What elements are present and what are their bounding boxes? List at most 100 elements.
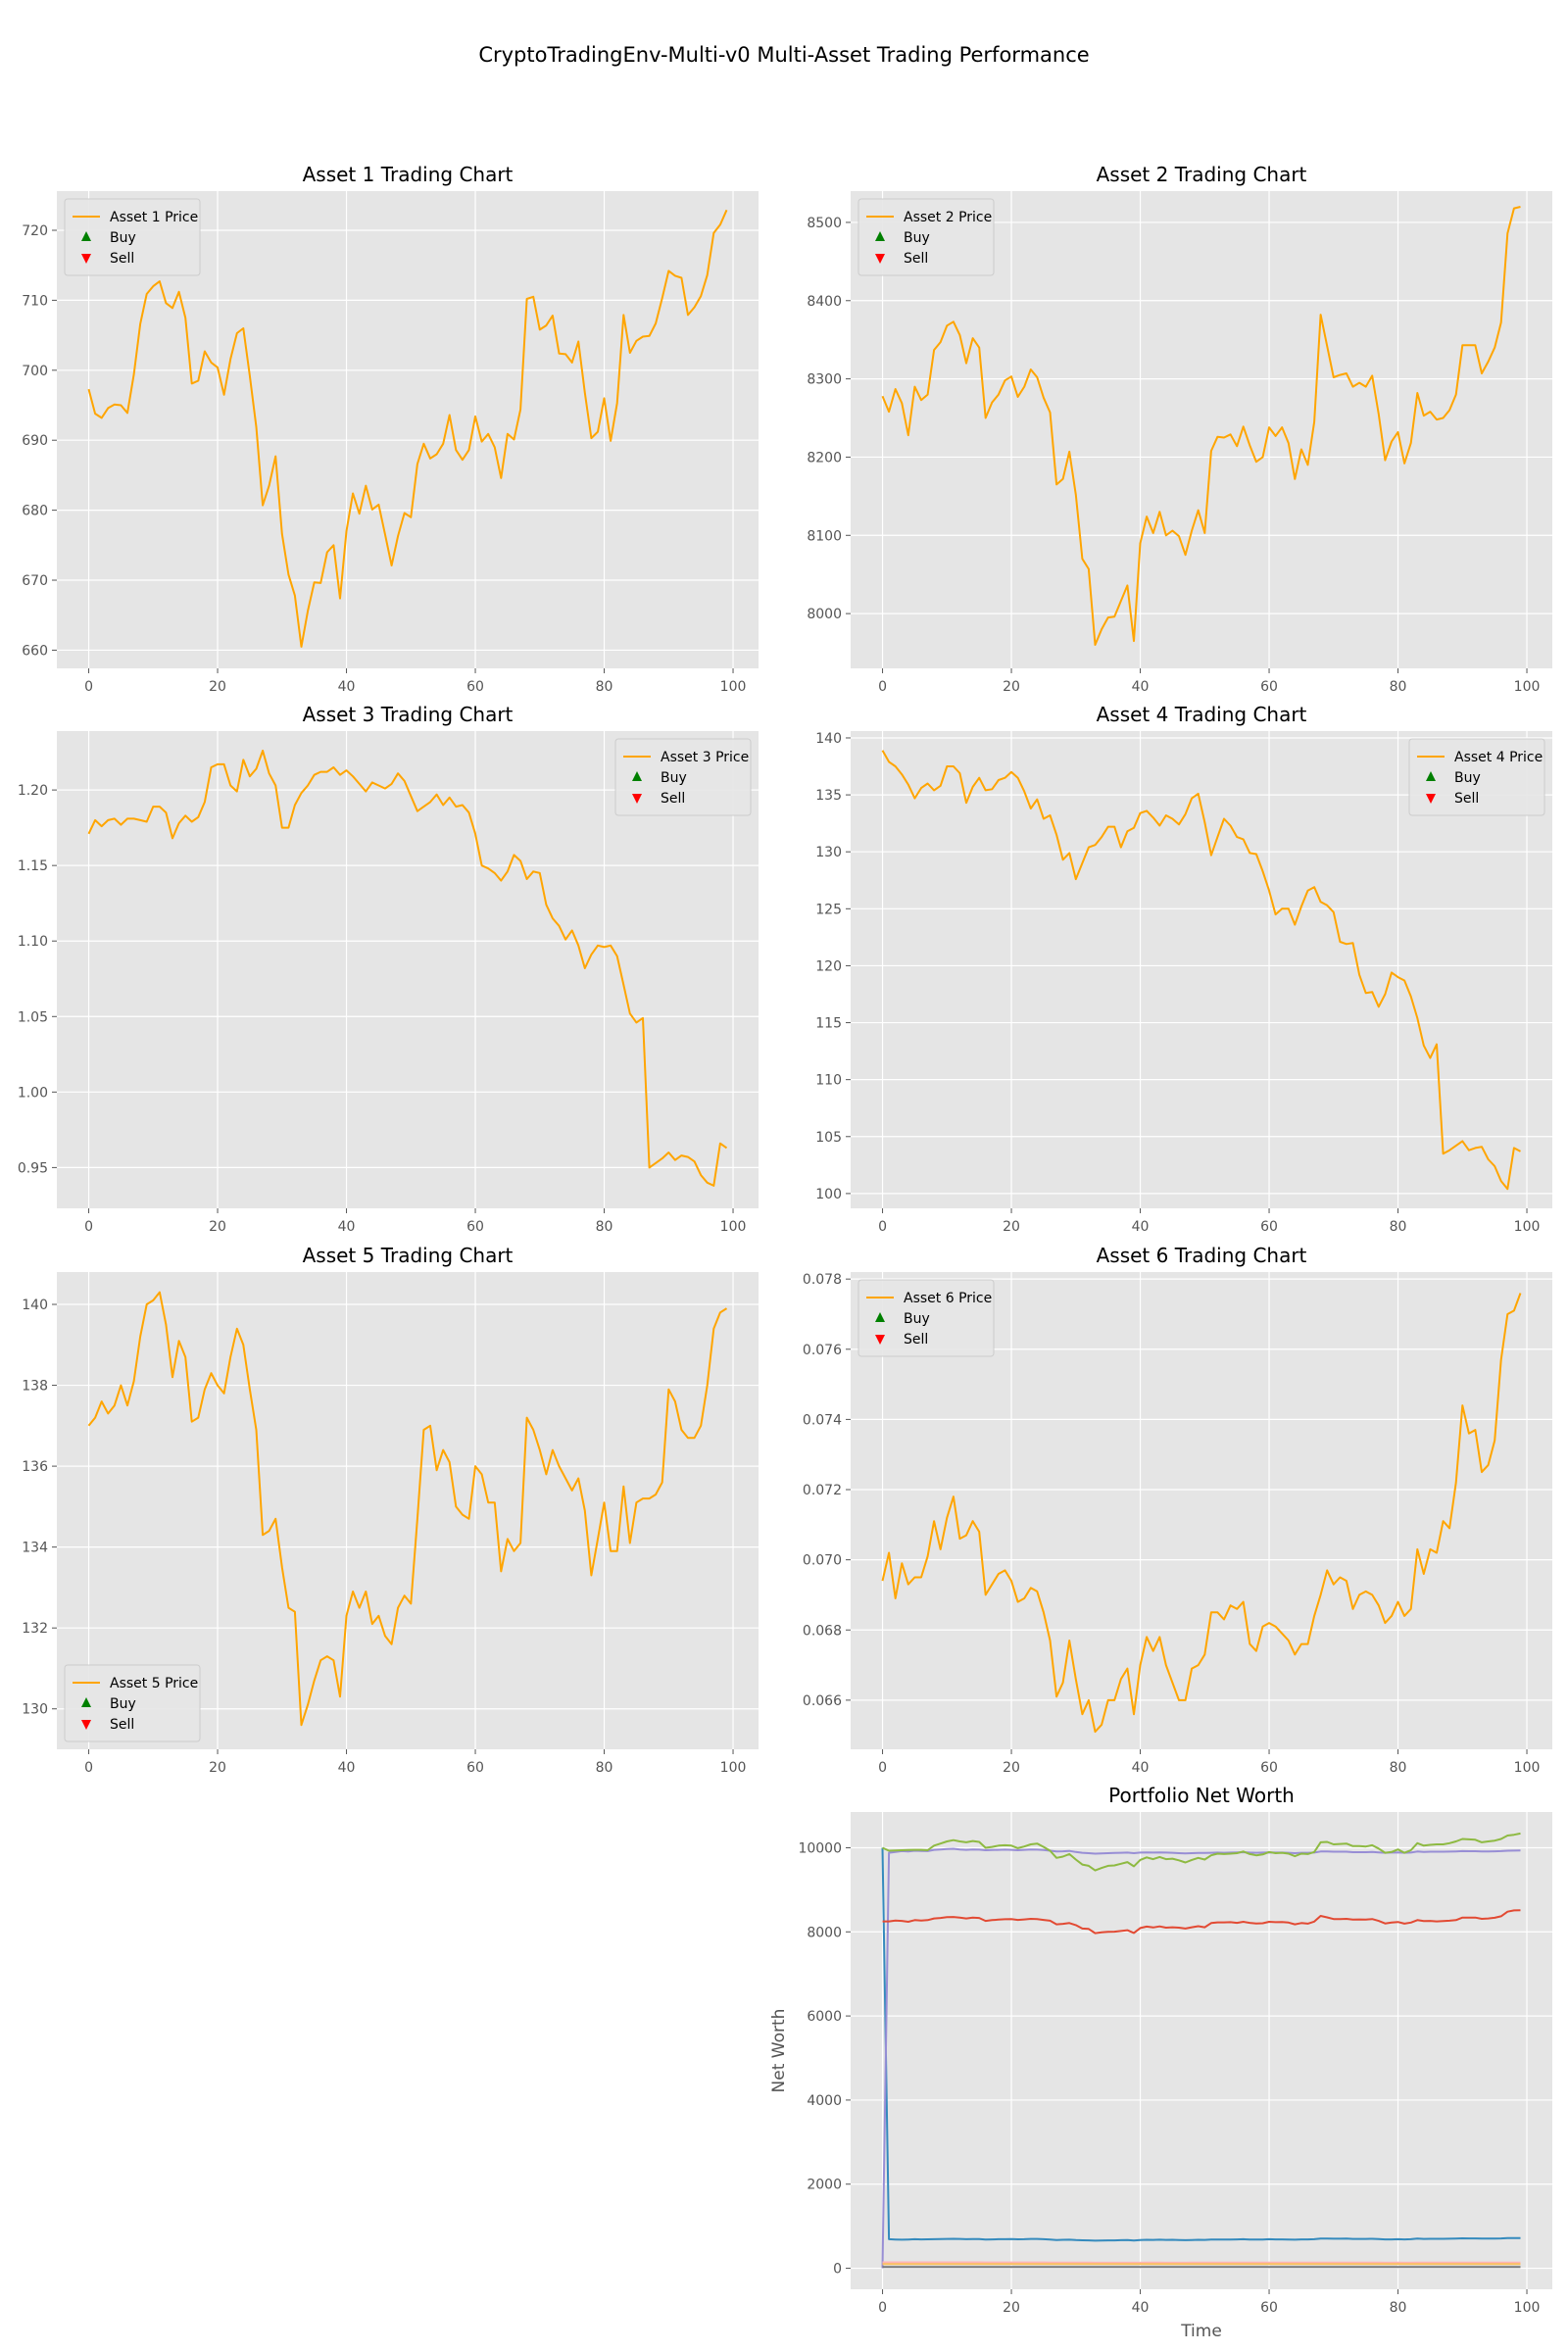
y-tick-label: 125 <box>815 902 842 917</box>
legend-entry: Sell <box>110 1717 134 1733</box>
chart-title: Portfolio Net Worth <box>1108 1784 1295 1807</box>
legend-entry: Buy <box>110 1696 136 1712</box>
y-tick-label: 140 <box>22 1298 48 1313</box>
legend: Asset 5 Price Buy Sell <box>64 1664 201 1742</box>
legend-entry: Sell <box>904 251 928 267</box>
x-tick-label: 20 <box>209 1760 226 1776</box>
x-tick-label: 0 <box>84 1219 93 1235</box>
x-tick-label: 0 <box>84 1760 93 1776</box>
buy-marker-icon <box>875 231 885 241</box>
legend-entry: Asset 1 Price <box>110 210 198 225</box>
y-tick-label: 8000 <box>807 1925 842 1940</box>
x-tick-label: 60 <box>1260 1219 1278 1235</box>
x-tick-label: 20 <box>1003 1219 1020 1235</box>
legend-entry: Buy <box>110 230 136 246</box>
axes-layer: 0 20 40 60 80 100 660 670 680 690 700 710 720 Asset 1… <box>18 163 1552 2341</box>
chart-title: Asset 2 Trading Chart <box>1097 163 1307 186</box>
chart-panel-5: 0 20 40 60 80 100 130 132 134 136 138 140 Asset 5 Tr… <box>22 1244 759 1776</box>
x-tick-label: 40 <box>1132 1760 1150 1776</box>
y-tick-label: 720 <box>22 223 48 239</box>
legend: Asset 3 Price Buy Sell <box>614 738 752 816</box>
y-tick-label: 0.070 <box>803 1553 842 1569</box>
y-tick-label: 0.95 <box>18 1160 48 1176</box>
y-tick-label: 130 <box>815 845 842 860</box>
chart-title: Asset 4 Trading Chart <box>1097 703 1307 726</box>
y-tick-label: 1.00 <box>18 1085 48 1101</box>
chart-panel-7: 0 20 40 60 80 100 0 2000 4000 6000 8000 10000 Portfo… <box>769 1784 1552 2341</box>
y-tick-label: 700 <box>22 364 48 379</box>
legend: Asset 4 Price Buy Sell <box>1408 738 1545 816</box>
x-tick-label: 40 <box>1132 679 1150 695</box>
y-tick-label: 10000 <box>798 1840 842 1856</box>
x-tick-label: 40 <box>338 1760 356 1776</box>
x-tick-label: 20 <box>1003 1760 1020 1776</box>
x-tick-label: 40 <box>338 679 356 695</box>
legend-box <box>64 1664 201 1742</box>
y-tick-label: 660 <box>22 643 48 659</box>
sell-marker-icon <box>632 794 642 804</box>
plot-area <box>851 1812 1552 2289</box>
series-line-1 <box>87 209 728 648</box>
series-line-1 <box>881 1293 1522 1734</box>
legend-box <box>64 198 201 276</box>
legend-box <box>1408 738 1545 816</box>
y-tick-label: 0.066 <box>803 1693 842 1709</box>
x-tick-label: 60 <box>1260 679 1278 695</box>
y-tick-label: 110 <box>815 1073 842 1089</box>
buy-marker-icon <box>1426 771 1436 781</box>
x-tick-label: 0 <box>84 679 93 695</box>
x-tick-label: 100 <box>1514 1760 1541 1776</box>
x-tick-label: 60 <box>466 679 484 695</box>
x-tick-label: 0 <box>878 2300 887 2316</box>
figure-title: CryptoTradingEnv-Multi-v0 Multi-Asset Tr… <box>478 43 1089 67</box>
x-tick-label: 60 <box>466 1219 484 1235</box>
legend-entry: Asset 4 Price <box>1454 750 1543 765</box>
y-tick-label: 1.20 <box>18 783 48 799</box>
y-tick-label: 0 <box>833 2262 842 2278</box>
x-tick-label: 0 <box>878 1760 887 1776</box>
x-tick-label: 0 <box>878 679 887 695</box>
legend-entry: Asset 2 Price <box>904 210 992 225</box>
x-tick-label: 80 <box>596 679 613 695</box>
y-tick-label: 670 <box>22 573 48 589</box>
x-tick-label: 40 <box>1132 1219 1150 1235</box>
y-tick-label: 138 <box>22 1379 48 1395</box>
x-tick-label: 20 <box>1003 2300 1020 2316</box>
x-tick-label: 80 <box>596 1219 613 1235</box>
y-tick-label: 1.10 <box>18 934 48 950</box>
y-tick-label: 680 <box>22 504 48 519</box>
y-tick-label: 130 <box>22 1702 48 1718</box>
series-line-1 <box>881 1847 1521 2242</box>
y-tick-label: 0.072 <box>803 1483 842 1498</box>
y-tick-label: 105 <box>815 1130 842 1146</box>
legend-entry: Buy <box>661 770 687 786</box>
chart-title: Asset 6 Trading Chart <box>1097 1244 1307 1267</box>
series-line-1 <box>87 750 728 1187</box>
chart-title: Asset 3 Trading Chart <box>303 703 514 726</box>
x-tick-label: 100 <box>1514 679 1541 695</box>
x-tick-label: 20 <box>209 1219 226 1235</box>
y-tick-label: 8300 <box>807 372 842 388</box>
legend: Asset 6 Price Buy Sell <box>858 1279 995 1357</box>
x-axis-label: Time <box>1180 2322 1222 2341</box>
x-tick-label: 40 <box>338 1219 356 1235</box>
x-tick-label: 40 <box>1132 2300 1150 2316</box>
series-group <box>881 1832 1521 2269</box>
x-tick-label: 80 <box>596 1760 613 1776</box>
legend-entry: Sell <box>904 1332 928 1348</box>
x-tick-label: 100 <box>1514 1219 1541 1235</box>
y-tick-label: 0.074 <box>803 1412 842 1428</box>
buy-marker-icon <box>81 1697 91 1707</box>
buy-marker-icon <box>632 771 642 781</box>
sell-marker-icon <box>875 1335 885 1345</box>
series-group <box>881 750 1521 1191</box>
buy-marker-icon <box>875 1312 885 1322</box>
series-group <box>87 1291 728 1727</box>
x-tick-label: 20 <box>209 679 226 695</box>
legend-entry: Sell <box>110 251 134 267</box>
y-tick-label: 0.078 <box>803 1272 842 1288</box>
chart-panel-2: 0 20 40 60 80 100 8000 8100 8200 8300 8400 8500 Asse… <box>807 163 1552 695</box>
x-tick-label: 20 <box>1003 679 1020 695</box>
chart-panel-3: 0 20 40 60 80 100 0.95 1.00 1.05 1.10 1.15 1.20 Asse… <box>18 703 759 1235</box>
y-tick-label: 100 <box>815 1187 842 1202</box>
